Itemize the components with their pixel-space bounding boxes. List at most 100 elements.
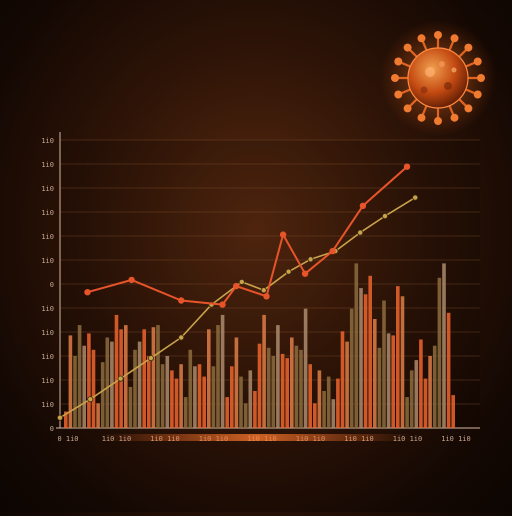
virus-spike-tip <box>464 43 473 52</box>
bar <box>133 349 137 428</box>
bar <box>68 335 73 428</box>
y-tick-label: 1i0 <box>41 161 54 169</box>
virus-spike-tip <box>394 90 403 99</box>
virus-spot <box>425 67 435 77</box>
bar <box>165 356 170 428</box>
bar <box>137 341 142 428</box>
bar <box>326 376 331 428</box>
bar <box>243 403 248 428</box>
bar <box>382 300 386 428</box>
bar <box>156 325 160 428</box>
bar <box>409 370 414 428</box>
bar <box>437 277 442 428</box>
bar <box>359 288 363 428</box>
series-point <box>301 270 309 277</box>
bar <box>211 366 216 428</box>
bar <box>179 364 183 428</box>
bar <box>87 333 91 428</box>
virus-spike-tip <box>403 104 412 113</box>
series-point <box>412 194 419 201</box>
series-point <box>263 293 270 300</box>
bar <box>373 319 377 428</box>
y-tick-labels: 0 1i0 1i0 1i0 1i0 1i0 0 1i0 1i0 1i0 1i0 1i0 1i0 <box>41 137 54 433</box>
bar <box>299 349 303 428</box>
bar <box>345 341 349 428</box>
virus-spike-tip <box>434 117 442 125</box>
bar <box>142 329 146 428</box>
bar <box>77 325 82 428</box>
bar <box>216 325 220 428</box>
series-point <box>307 256 314 263</box>
virus-spike-tip <box>477 74 485 82</box>
bar <box>308 364 312 428</box>
bar <box>174 378 179 428</box>
x-tick-label: 0 1i0 <box>57 435 78 443</box>
series-point <box>57 414 64 421</box>
bar <box>294 345 299 428</box>
series-line <box>59 196 416 419</box>
y-tick-label: 1i0 <box>41 401 54 409</box>
virus-spot <box>444 82 452 90</box>
bar <box>193 366 197 428</box>
bar <box>128 386 133 428</box>
bar <box>207 329 211 428</box>
virus-body <box>407 47 469 109</box>
bar <box>276 325 280 428</box>
virus-spike-tip <box>450 113 459 122</box>
y-tick-label: 1i0 <box>41 185 54 193</box>
bar <box>151 327 156 428</box>
bar <box>386 333 391 428</box>
y-tick-label: 1i0 <box>41 257 54 265</box>
series-point <box>329 247 336 255</box>
series-point <box>359 202 367 209</box>
y-tick-label: 1i0 <box>41 137 54 145</box>
series-point <box>279 231 287 238</box>
bar <box>313 403 317 428</box>
series-point <box>233 282 240 290</box>
series-point <box>403 163 411 170</box>
bar <box>170 370 174 428</box>
virus-spike-tip <box>473 57 482 66</box>
bar <box>419 339 423 428</box>
y-tick-label: 1i0 <box>41 377 54 385</box>
lines <box>57 163 419 421</box>
bar <box>432 345 437 428</box>
y-tick-label: 1i0 <box>41 353 54 361</box>
bar <box>405 397 409 428</box>
bar <box>290 337 294 428</box>
bar <box>368 275 372 428</box>
bar <box>442 263 446 428</box>
virus-spot <box>420 86 428 94</box>
bar <box>248 370 253 428</box>
bar <box>105 337 110 428</box>
series-point <box>84 289 91 296</box>
virus-spike-tip <box>391 74 399 82</box>
y-tick-label: 1i0 <box>41 209 54 217</box>
bar <box>336 378 340 428</box>
bar <box>340 331 345 428</box>
virus-spot <box>451 67 457 73</box>
virus-spikes <box>391 31 485 125</box>
bar <box>396 286 400 428</box>
y-tick-label: 1i0 <box>41 233 54 241</box>
bar <box>64 411 68 428</box>
bar <box>82 345 86 428</box>
virus-spike-tip <box>403 43 412 52</box>
bar <box>400 296 405 428</box>
bar <box>253 391 257 428</box>
bar <box>239 376 243 428</box>
bar <box>354 263 359 428</box>
bar <box>331 399 336 428</box>
bar <box>230 366 234 428</box>
bar <box>451 395 455 428</box>
bar <box>423 378 428 428</box>
y-tick-label: 0 <box>50 281 54 289</box>
series-point <box>128 276 135 284</box>
bar <box>188 349 193 428</box>
y-tick-label: 1i0 <box>41 329 54 337</box>
series-point <box>285 268 292 275</box>
bar <box>225 397 229 428</box>
bar <box>262 314 266 428</box>
bar <box>202 376 206 428</box>
